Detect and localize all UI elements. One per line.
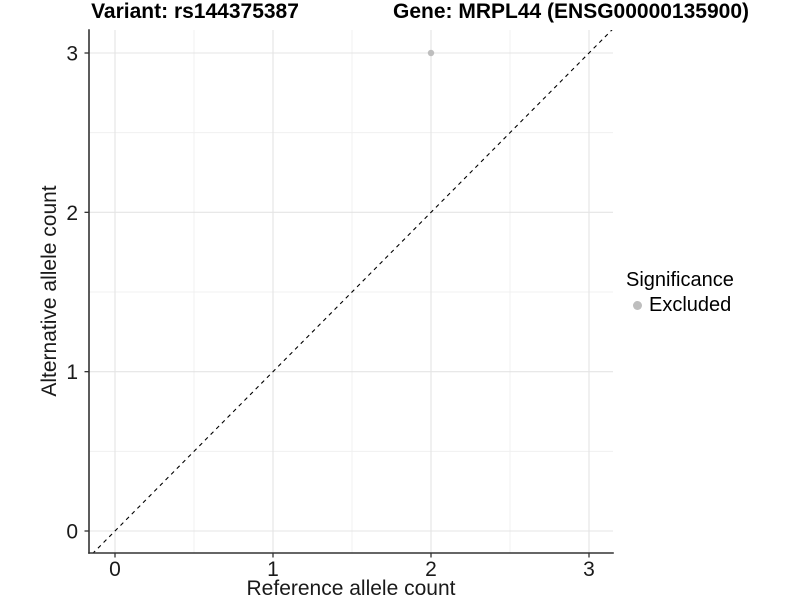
legend: Significance Excluded: [626, 269, 734, 316]
svg-text:0: 0: [66, 521, 78, 544]
svg-text:2: 2: [66, 202, 78, 225]
plot-title-gene: Gene: MRPL44 (ENSG00000135900): [393, 0, 750, 23]
legend-title: Significance: [626, 269, 734, 291]
legend-item-label: Excluded: [649, 294, 732, 316]
x-axis-title: Reference allele count: [246, 577, 456, 600]
svg-text:1: 1: [267, 558, 279, 581]
y-axis-title: Alternative allele count: [38, 185, 61, 397]
legend-item-excluded: Excluded: [626, 294, 734, 316]
svg-text:0: 0: [109, 558, 121, 581]
svg-text:2: 2: [425, 558, 437, 581]
svg-text:3: 3: [66, 43, 78, 66]
legend-marker-icon: [633, 300, 642, 310]
svg-text:3: 3: [583, 558, 595, 581]
svg-text:1: 1: [66, 361, 78, 384]
plot-title-variant: Variant: rs144375387: [91, 0, 299, 23]
